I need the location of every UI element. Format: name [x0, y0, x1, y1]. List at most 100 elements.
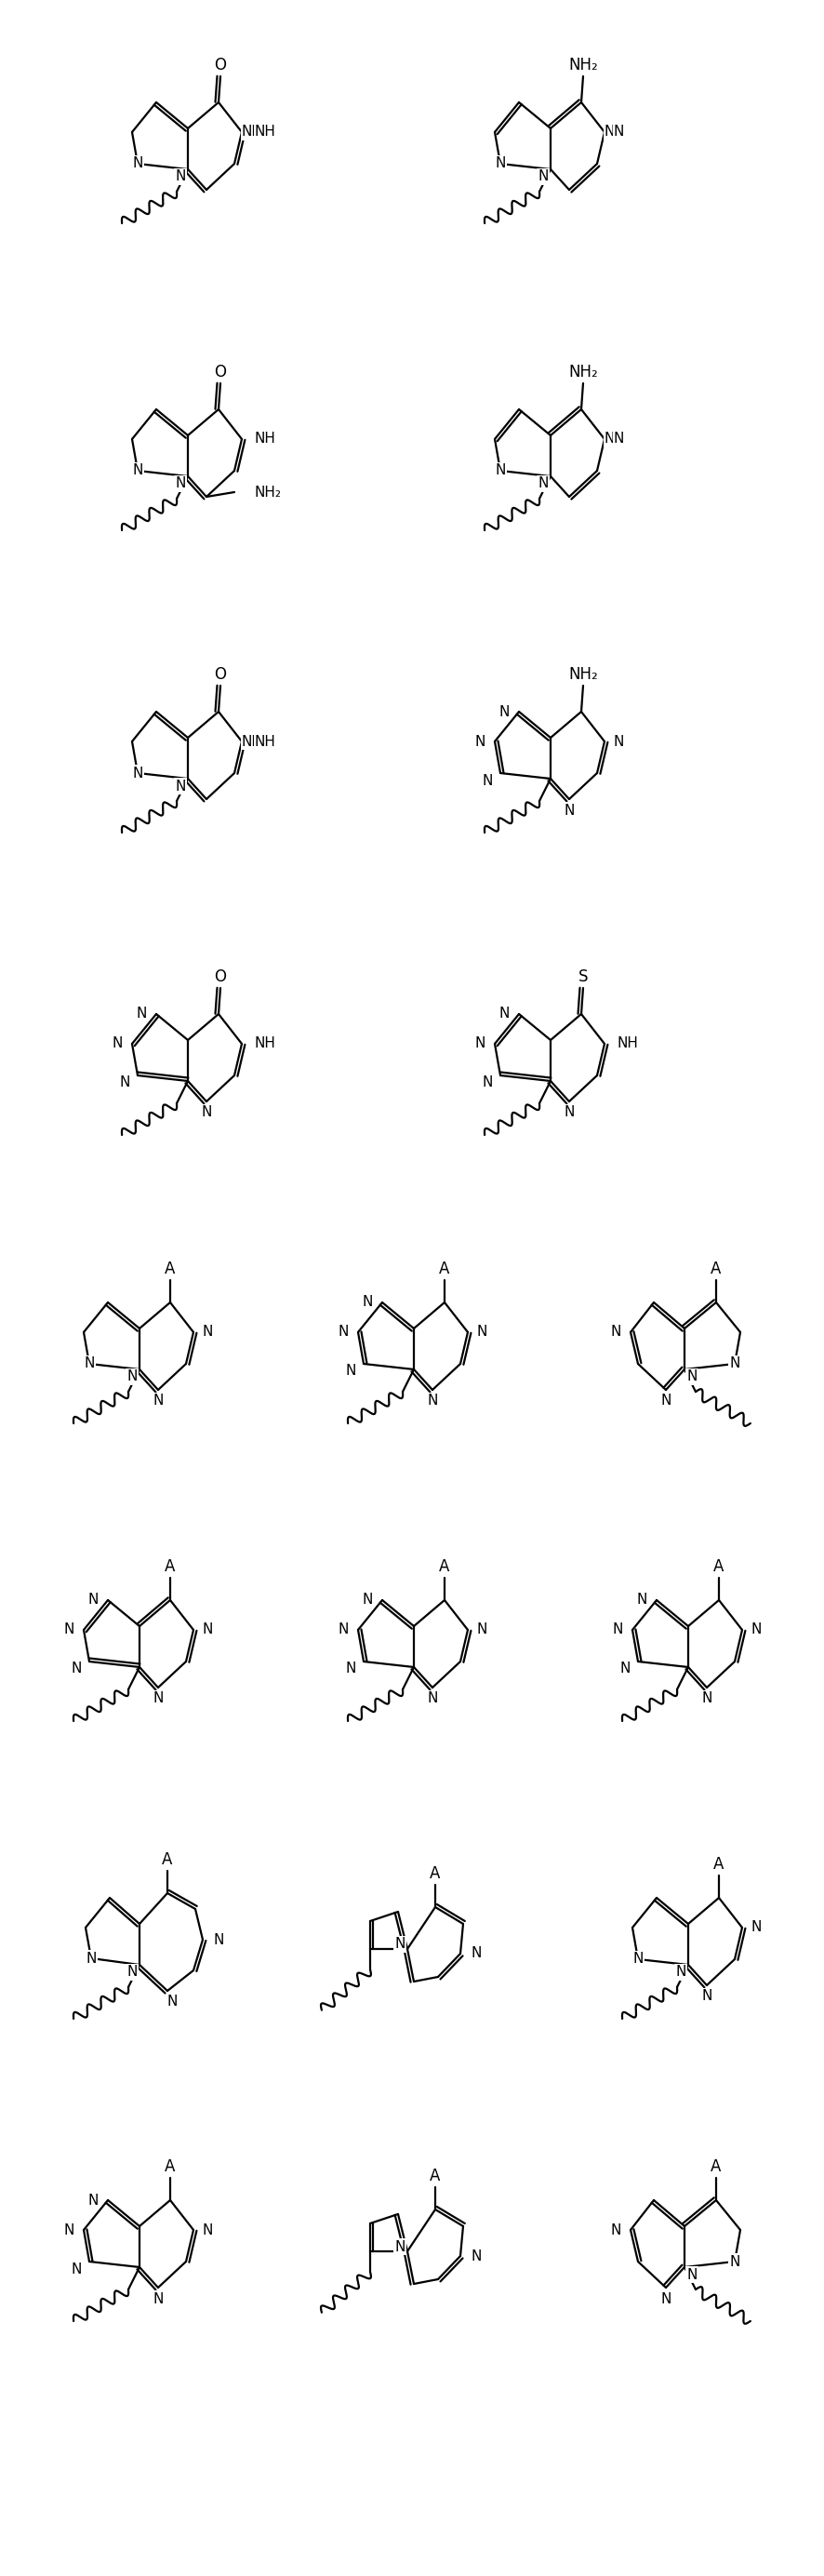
Text: N: N [127, 1965, 138, 1978]
Text: N: N [495, 464, 506, 477]
Text: NH₂: NH₂ [569, 57, 598, 75]
Text: NH: NH [241, 734, 263, 750]
Text: NH: NH [255, 126, 276, 139]
Text: N: N [201, 1105, 212, 1121]
Text: N: N [620, 1662, 630, 1677]
Text: A: A [165, 1260, 176, 1278]
Text: N: N [133, 464, 143, 477]
Text: N: N [475, 734, 485, 750]
Text: N: N [166, 1994, 177, 2009]
Text: A: A [430, 1865, 441, 1883]
Text: N: N [133, 157, 143, 170]
Text: N: N [363, 1296, 373, 1309]
Text: A: A [439, 1558, 450, 1574]
Text: N: N [614, 433, 625, 446]
Text: N: N [729, 1358, 740, 1370]
Text: N: N [661, 1394, 672, 1409]
Text: O: O [214, 363, 227, 381]
Text: N: N [499, 706, 510, 719]
Text: A: A [165, 1558, 176, 1574]
Text: N: N [203, 2223, 213, 2236]
Text: N: N [661, 2293, 672, 2306]
Text: NH: NH [241, 126, 263, 139]
Text: N: N [611, 2223, 621, 2236]
Text: N: N [152, 2293, 163, 2306]
Text: N: N [633, 1953, 644, 1965]
Text: NH₂: NH₂ [255, 484, 282, 500]
Text: N: N [71, 1662, 82, 1677]
Text: N: N [176, 170, 185, 183]
Text: N: N [564, 1105, 574, 1121]
Text: N: N [605, 126, 615, 139]
Text: N: N [614, 126, 625, 139]
Text: N: N [136, 1007, 147, 1020]
Text: N: N [605, 433, 615, 446]
Text: N: N [614, 734, 625, 750]
Text: A: A [711, 1260, 721, 1278]
Text: A: A [162, 1852, 173, 1868]
Text: N: N [88, 1592, 99, 1607]
Text: O: O [214, 969, 227, 984]
Text: N: N [701, 1692, 712, 1705]
Text: NH: NH [617, 1036, 639, 1051]
Text: N: N [363, 1592, 373, 1607]
Text: N: N [395, 1937, 405, 1950]
Text: N: N [176, 477, 185, 492]
Text: A: A [165, 2159, 176, 2174]
Text: N: N [133, 765, 143, 781]
Text: N: N [637, 1592, 648, 1607]
Text: N: N [427, 1692, 438, 1705]
Text: A: A [439, 1260, 450, 1278]
Text: N: N [127, 1370, 138, 1383]
Text: N: N [477, 1324, 488, 1340]
Text: S: S [578, 969, 588, 984]
Text: O: O [214, 667, 227, 683]
Text: NH: NH [255, 433, 276, 446]
Text: N: N [564, 804, 574, 817]
Text: NH: NH [255, 1036, 276, 1051]
Text: N: N [203, 1623, 213, 1636]
Text: N: N [63, 2223, 74, 2236]
Text: N: N [538, 477, 549, 492]
Text: N: N [729, 2254, 740, 2269]
Text: N: N [71, 2262, 82, 2277]
Text: N: N [86, 1950, 96, 1965]
Text: N: N [686, 2267, 697, 2282]
Text: A: A [430, 2166, 441, 2184]
Text: N: N [471, 1947, 482, 1960]
Text: N: N [751, 1623, 762, 1636]
Text: N: N [676, 1965, 686, 1978]
Text: N: N [176, 778, 185, 793]
Text: N: N [345, 1662, 356, 1677]
Text: N: N [611, 1324, 621, 1340]
Text: N: N [499, 1007, 510, 1020]
Text: N: N [482, 1077, 493, 1090]
Text: A: A [714, 1855, 724, 1873]
Text: N: N [701, 1989, 712, 2004]
Text: NH₂: NH₂ [569, 667, 598, 683]
Text: N: N [152, 1394, 163, 1409]
Text: O: O [214, 57, 227, 75]
Text: N: N [495, 157, 506, 170]
Text: N: N [751, 1922, 762, 1935]
Text: N: N [427, 1394, 438, 1409]
Text: N: N [203, 1324, 213, 1340]
Text: N: N [338, 1623, 349, 1636]
Text: N: N [482, 773, 493, 788]
Text: N: N [214, 1932, 224, 1947]
Text: N: N [686, 1370, 697, 1383]
Text: N: N [119, 1077, 130, 1090]
Text: N: N [152, 1692, 163, 1705]
Text: NH: NH [255, 734, 276, 750]
Text: N: N [538, 170, 549, 183]
Text: N: N [112, 1036, 123, 1051]
Text: N: N [471, 2249, 482, 2262]
Text: N: N [395, 2239, 405, 2254]
Text: N: N [84, 1358, 95, 1370]
Text: NH₂: NH₂ [569, 363, 598, 381]
Text: N: N [475, 1036, 485, 1051]
Text: N: N [477, 1623, 488, 1636]
Text: N: N [612, 1623, 623, 1636]
Text: N: N [88, 2192, 99, 2208]
Text: N: N [63, 1623, 74, 1636]
